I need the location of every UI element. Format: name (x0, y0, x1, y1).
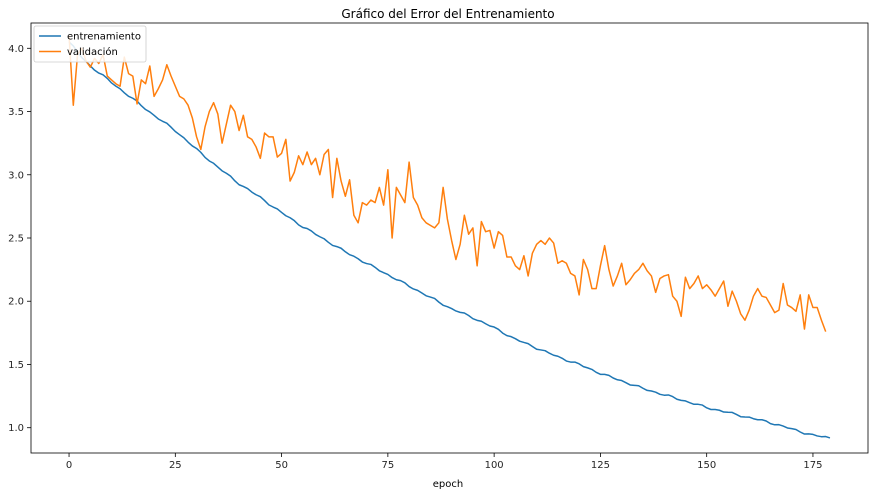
series-line-entrenamiento (68, 41, 831, 439)
y-axis: 1.0 1.5 2.0 2.5 3.0 3.5 4.0 (8, 44, 31, 434)
y-tick-label: 1.5 (8, 360, 24, 371)
y-tick-label: 2.5 (8, 234, 24, 245)
legend: entrenamiento validación (33, 25, 147, 63)
x-tick-label: 125 (591, 460, 610, 471)
y-tick-label: 3.0 (8, 170, 24, 181)
legend-box (33, 25, 147, 63)
x-tick-label: 25 (169, 460, 182, 471)
x-tick-label: 150 (697, 460, 716, 471)
y-tick-label: 3.5 (8, 107, 24, 118)
x-tick-label: 50 (275, 460, 288, 471)
chart-title: Gráfico del Error del Entrenamiento (341, 7, 554, 21)
x-tick-label: 100 (485, 460, 504, 471)
x-tick-label: 175 (803, 460, 822, 471)
series-layer (68, 35, 831, 439)
y-tick-label: 4.0 (8, 44, 24, 55)
x-axis-label: epoch (433, 479, 463, 490)
legend-label: entrenamiento (67, 32, 141, 43)
legend-label: validación (67, 46, 118, 58)
plot-area (30, 22, 869, 454)
y-tick-label: 2.0 (8, 297, 24, 308)
x-tick-label: 0 (66, 460, 72, 471)
y-tick-label: 1.0 (8, 423, 24, 434)
axes-frame (30, 22, 869, 454)
x-axis: 0 25 50 75 100 125 150 175 (66, 453, 822, 471)
series-line-validacion (68, 35, 827, 332)
x-tick-label: 75 (381, 460, 394, 471)
